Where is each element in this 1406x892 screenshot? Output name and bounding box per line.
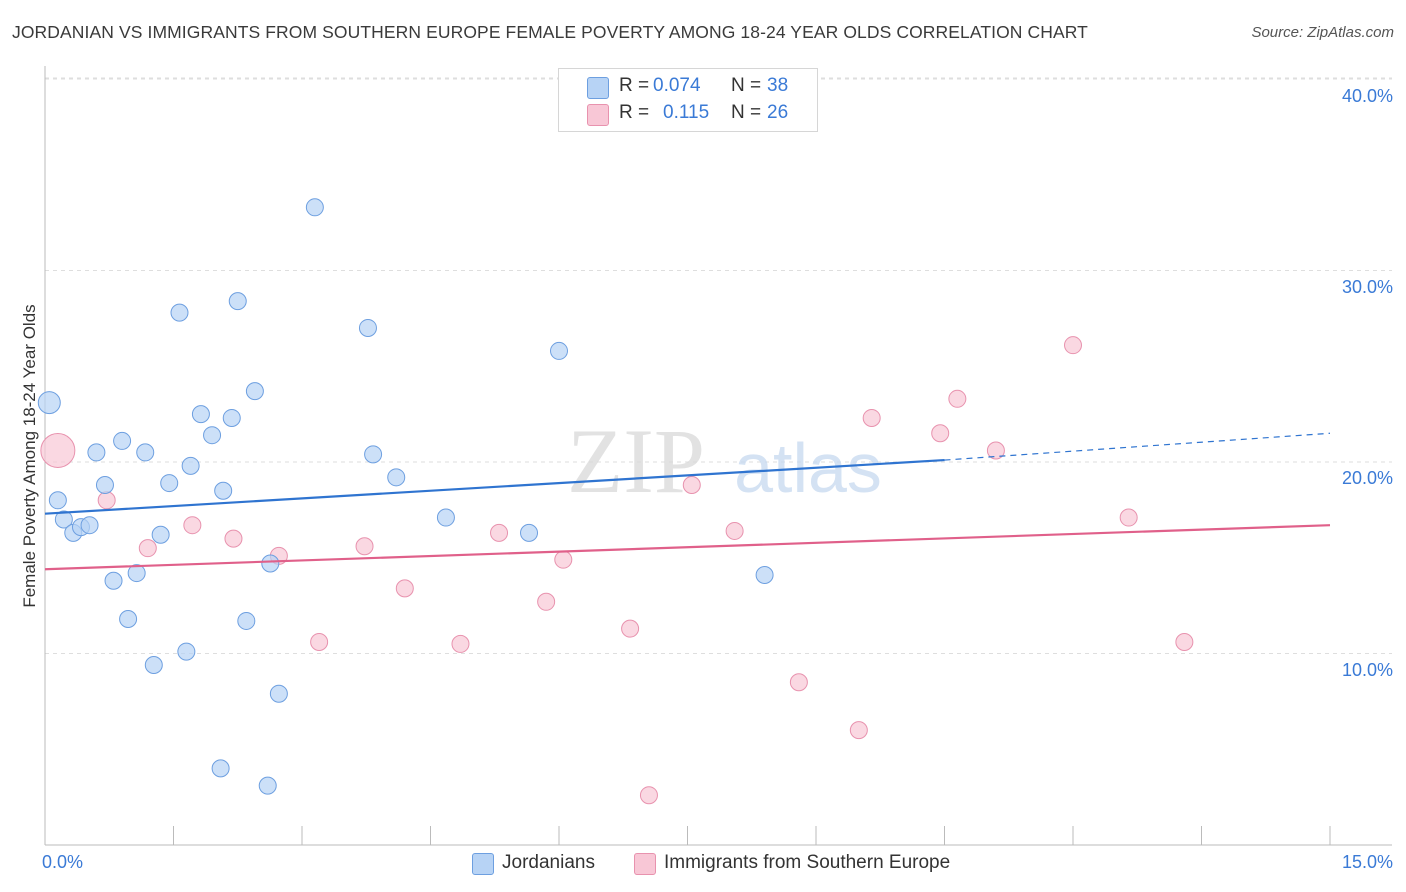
data-point (931, 424, 950, 443)
data-point (725, 521, 744, 540)
data-point (355, 537, 374, 556)
data-point (136, 443, 155, 462)
x-tick-label-max: 15.0% (1341, 852, 1393, 872)
legend-n-label: N = (731, 75, 762, 96)
data-point (97, 491, 116, 510)
data-point (181, 456, 200, 475)
trend-lines (44, 432, 1331, 571)
data-point (48, 491, 67, 510)
y-tick-label: 10.0% (1341, 660, 1393, 680)
watermark-zip: ZIP (567, 410, 705, 512)
data-point (520, 523, 539, 542)
data-point (364, 445, 383, 464)
trend-line-jordanians (44, 458, 945, 515)
data-point (269, 684, 288, 703)
chart-title: JORDANIAN VS IMMIGRANTS FROM SOUTHERN EU… (12, 22, 1088, 42)
data-point (537, 592, 556, 611)
data-point (490, 523, 509, 542)
y-tick-label: 30.0% (1341, 277, 1393, 297)
legend-n-value: 26 (767, 102, 789, 123)
points-immigrants (40, 336, 1194, 805)
data-point (119, 610, 138, 629)
data-point (183, 516, 202, 535)
data-point (261, 554, 280, 573)
data-point (222, 408, 241, 427)
data-point (191, 405, 210, 424)
data-point (203, 426, 222, 445)
data-point (54, 510, 73, 529)
legend-n-value: 38 (767, 75, 789, 96)
data-point (245, 382, 264, 401)
data-point (80, 516, 99, 535)
data-point (436, 508, 455, 527)
data-point (237, 611, 256, 630)
data-point (228, 292, 247, 311)
legend-label: Jordanians (502, 852, 595, 873)
data-point (789, 673, 808, 692)
data-point (755, 565, 774, 584)
data-point (554, 550, 573, 569)
data-point (948, 389, 967, 408)
data-point (682, 475, 701, 494)
data-point (177, 642, 196, 661)
data-point (138, 539, 157, 558)
gridlines (45, 77, 1392, 654)
data-point (358, 318, 377, 337)
data-point (387, 468, 406, 487)
legend-r-label: R = (619, 102, 650, 123)
data-point (40, 433, 76, 469)
data-point (550, 341, 568, 360)
data-point (113, 431, 132, 450)
legend-swatch-pink (587, 104, 609, 126)
data-point (986, 441, 1005, 460)
data-point (451, 634, 470, 653)
y-tick-label: 20.0% (1341, 468, 1393, 488)
data-point (144, 655, 163, 674)
data-point (1175, 633, 1194, 652)
data-point (621, 619, 640, 638)
legend-r-label: R = (619, 75, 650, 96)
y-axis-title: Female Poverty Among 18-24 Year Olds (20, 304, 39, 608)
data-point (214, 481, 233, 500)
data-point (160, 474, 179, 493)
trend-line-immigrants (44, 524, 1331, 571)
data-point (95, 475, 114, 494)
data-point (1064, 336, 1082, 355)
legend-n-label: N = (731, 102, 762, 123)
data-point (310, 633, 329, 652)
data-point (224, 529, 243, 548)
trend-line-jordanians-extension (944, 432, 1331, 461)
data-point (104, 571, 123, 590)
legend-r-value: 0.074 (653, 75, 701, 96)
data-point (1119, 508, 1138, 527)
data-point (87, 443, 106, 462)
data-point (127, 564, 146, 583)
data-point (862, 408, 881, 427)
data-point (211, 759, 230, 778)
y-tick-label: 40.0% (1341, 86, 1393, 106)
legend-label: Immigrants from Southern Europe (664, 852, 951, 873)
data-point (849, 721, 868, 740)
data-point (258, 776, 277, 795)
points-jordanians (37, 198, 774, 795)
data-point (170, 303, 189, 322)
correlation-legend: R = 0.074 N = 38 R = 0.115 N = 26 (558, 68, 818, 132)
data-point (639, 786, 658, 805)
legend-swatch-blue (587, 77, 609, 99)
source-label: Source: ZipAtlas.com (1251, 24, 1394, 41)
axes (44, 66, 1392, 846)
data-point (395, 579, 414, 598)
legend-r-value: 0.115 (663, 102, 710, 123)
legend-swatch-blue (472, 853, 494, 875)
data-point (151, 525, 170, 544)
data-point (37, 391, 61, 415)
legend-swatch-pink (634, 853, 656, 875)
x-tick-label-min: 0.0% (42, 852, 84, 872)
data-point (305, 198, 324, 217)
